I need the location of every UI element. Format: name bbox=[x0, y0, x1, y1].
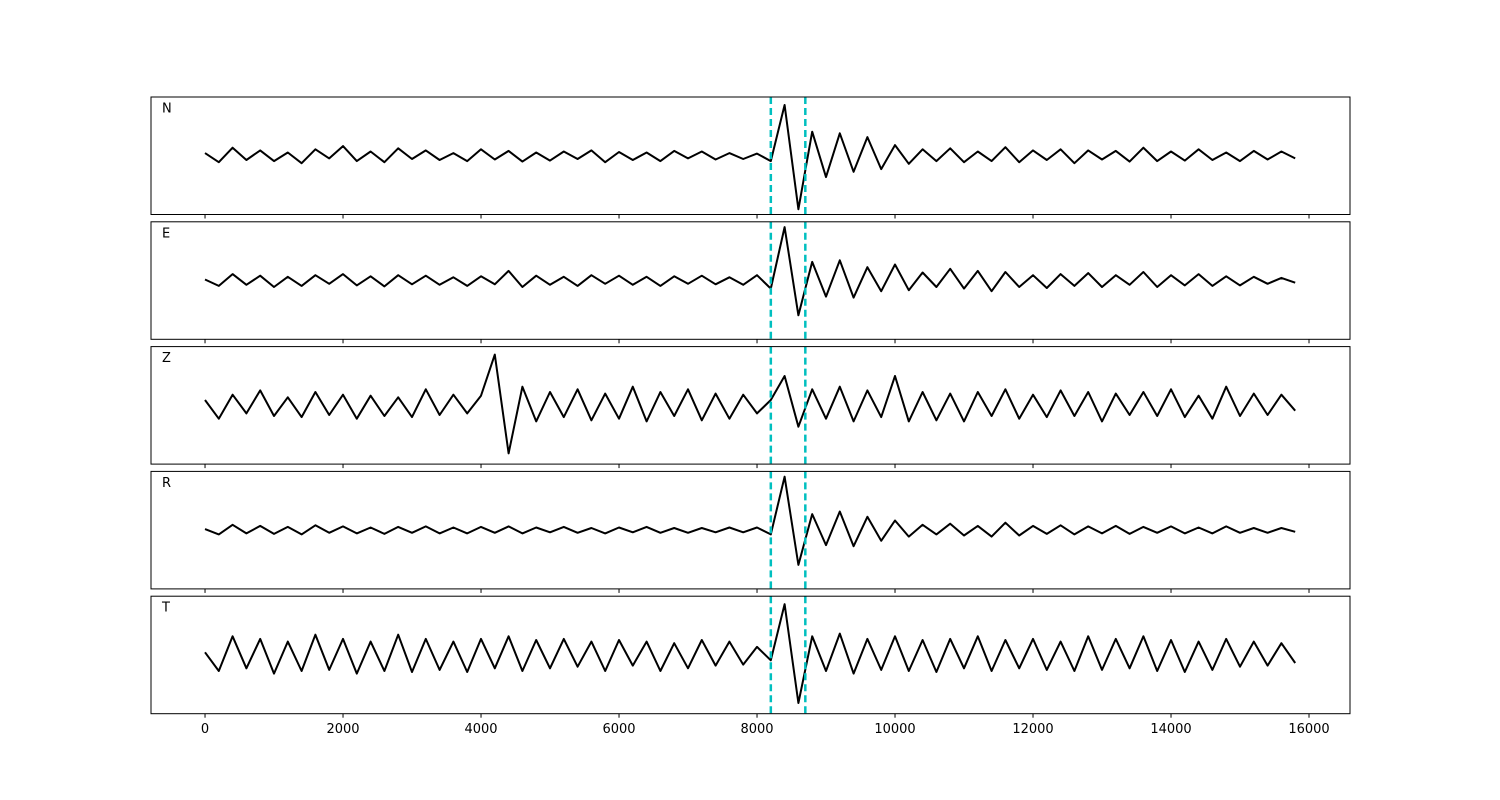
x-tick-label: 10000 bbox=[874, 722, 915, 737]
axes-frame bbox=[150, 595, 1351, 715]
panel-label: E bbox=[162, 226, 170, 241]
x-tick-label: 8000 bbox=[740, 722, 773, 737]
x-tick-label: 4000 bbox=[464, 722, 497, 737]
trace bbox=[204, 353, 1296, 455]
axes-frame bbox=[150, 221, 1351, 340]
x-tick-label: 6000 bbox=[602, 722, 635, 737]
trace bbox=[204, 226, 1296, 317]
axes-frame bbox=[150, 470, 1351, 590]
axes-frame bbox=[150, 96, 1351, 215]
axes-frame bbox=[150, 346, 1351, 465]
panel-label: Z bbox=[162, 351, 171, 366]
x-tick-label: 14000 bbox=[1150, 722, 1191, 737]
panel-label: R bbox=[162, 476, 171, 491]
x-tick-label: 16000 bbox=[1288, 722, 1329, 737]
x-tick-label: 2000 bbox=[326, 722, 359, 737]
x-tick-label: 0 bbox=[201, 722, 209, 737]
trace bbox=[204, 104, 1296, 211]
trace bbox=[204, 475, 1296, 566]
trace bbox=[204, 603, 1297, 704]
panel-label: N bbox=[162, 102, 172, 117]
x-tick-label: 12000 bbox=[1012, 722, 1053, 737]
panel-label: T bbox=[161, 601, 170, 616]
